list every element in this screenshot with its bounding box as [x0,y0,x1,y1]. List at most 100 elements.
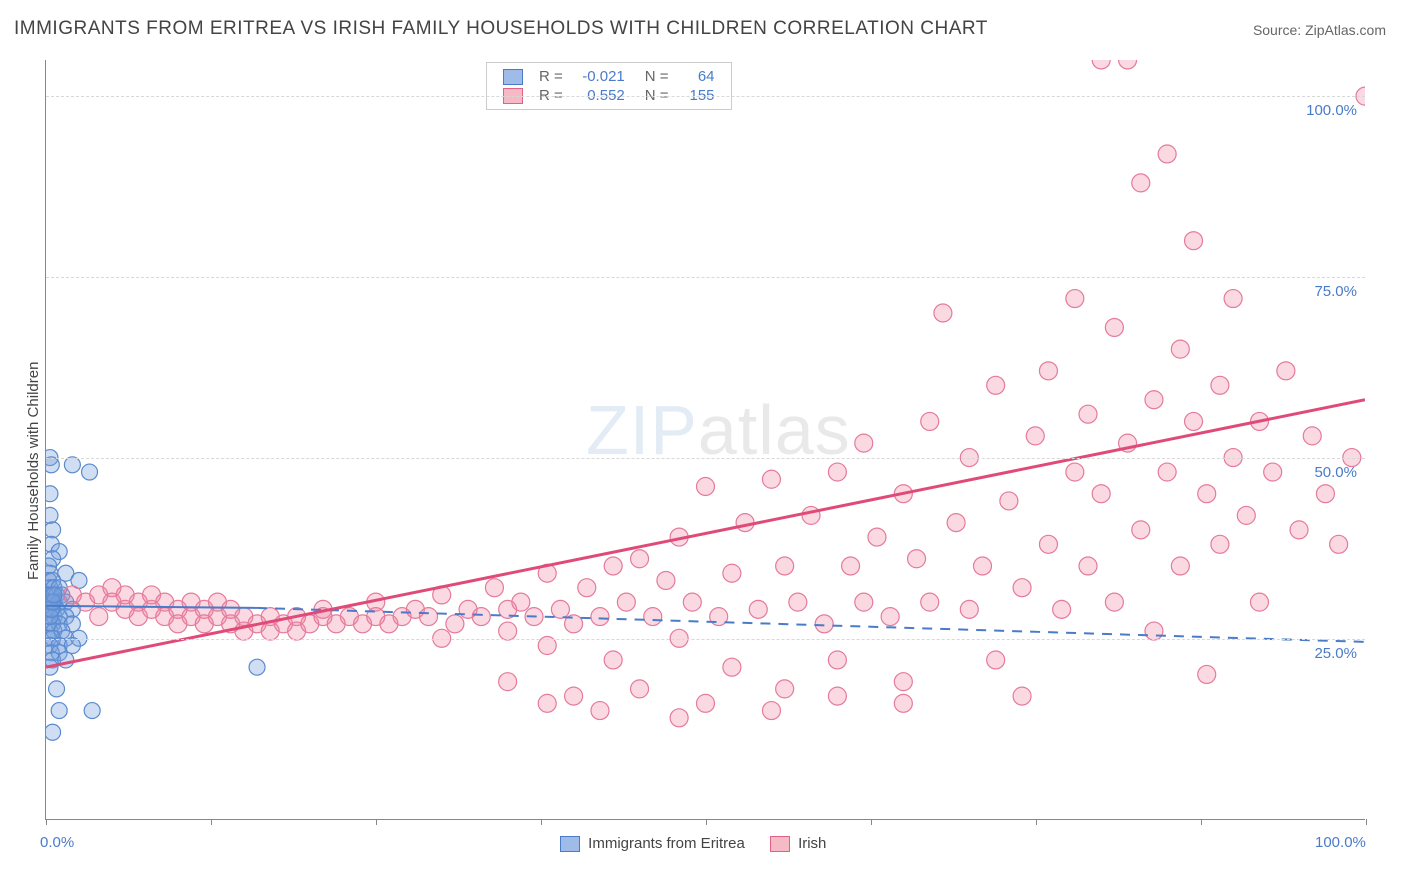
data-point-irish [1198,485,1216,503]
x-tick [1036,819,1037,825]
data-point-irish [762,470,780,488]
data-point-irish [1158,463,1176,481]
data-point-irish [551,600,569,618]
legend-label-irish: Irish [798,835,826,852]
data-point-irish [670,709,688,727]
plot-svg [46,60,1365,819]
data-point-irish [1066,290,1084,308]
data-point-irish [1185,232,1203,250]
swatch-eritrea-bottom [560,836,580,852]
data-point-irish [1185,412,1203,430]
data-point-irish [1211,376,1229,394]
data-point-irish [802,506,820,524]
data-point-irish [420,608,438,626]
data-point-irish [1105,593,1123,611]
data-point-irish [644,608,662,626]
data-point-irish [723,658,741,676]
data-point-irish [1171,340,1189,358]
plot-area: ZIPatlas R = -0.021 N = 64 R = 0.552 N =… [45,60,1365,820]
correlation-legend: R = -0.021 N = 64 R = 0.552 N = 155 [486,62,732,110]
x-tick [1201,819,1202,825]
data-point-irish [842,557,860,575]
series-legend: Immigrants from Eritrea Irish [560,835,826,852]
data-point-irish [1092,60,1110,69]
data-point-irish [578,579,596,597]
data-point-irish [921,412,939,430]
data-point-irish [485,579,503,597]
data-point-irish [1013,579,1031,597]
data-point-irish [1066,463,1084,481]
data-point-eritrea [46,457,59,473]
data-point-irish [604,651,622,669]
grid-line [46,639,1365,640]
data-point-irish [538,694,556,712]
x-tick-label: 0.0% [40,834,74,851]
y-tick-label: 50.0% [1314,464,1357,481]
data-point-irish [1224,290,1242,308]
data-point-irish [1132,174,1150,192]
data-point-irish [1039,535,1057,553]
data-point-irish [512,593,530,611]
y-axis-label: Family Households with Children [25,362,42,580]
swatch-irish-bottom [770,836,790,852]
data-point-eritrea [249,659,265,675]
data-point-irish [987,376,1005,394]
y-tick-label: 75.0% [1314,283,1357,300]
data-point-eritrea [82,464,98,480]
source-attribution: Source: ZipAtlas.com [1253,22,1386,38]
data-point-irish [1211,535,1229,553]
data-point-irish [1145,622,1163,640]
data-point-irish [1119,60,1137,69]
legend-row-eritrea: R = -0.021 N = 64 [497,67,721,86]
data-point-irish [631,680,649,698]
data-point-irish [591,702,609,720]
x-tick [541,819,542,825]
data-point-irish [1264,463,1282,481]
data-point-irish [947,514,965,532]
data-point-irish [1198,665,1216,683]
x-tick [211,819,212,825]
data-point-irish [776,680,794,698]
y-tick-label: 25.0% [1314,645,1357,662]
data-point-eritrea [64,457,80,473]
data-point-irish [1250,593,1268,611]
data-point-irish [697,694,715,712]
data-point-irish [894,673,912,691]
data-point-irish [472,608,490,626]
data-point-irish [828,651,846,669]
swatch-eritrea [503,69,523,85]
data-point-irish [1000,492,1018,510]
n-label: N = [631,67,675,86]
data-point-irish [736,514,754,532]
data-point-irish [1079,557,1097,575]
data-point-irish [1316,485,1334,503]
x-tick [706,819,707,825]
data-point-irish [960,600,978,618]
data-point-irish [1132,521,1150,539]
grid-line [46,96,1365,97]
data-point-irish [973,557,991,575]
r-value-eritrea: -0.021 [569,67,631,86]
data-point-irish [446,615,464,633]
x-tick-label: 100.0% [1315,834,1366,851]
x-tick [1366,819,1367,825]
data-point-irish [604,557,622,575]
data-point-irish [1145,391,1163,409]
data-point-eritrea [46,507,58,523]
data-point-irish [723,564,741,582]
r-label: R = [533,67,569,86]
data-point-irish [591,608,609,626]
data-point-irish [1026,427,1044,445]
n-value-eritrea: 64 [675,67,721,86]
chart-title: IMMIGRANTS FROM ERITREA VS IRISH FAMILY … [14,18,988,40]
data-point-irish [697,477,715,495]
data-point-eritrea [84,703,100,719]
data-point-irish [868,528,886,546]
data-point-irish [881,608,899,626]
data-point-irish [749,600,767,618]
data-point-eritrea [46,587,62,603]
data-point-irish [789,593,807,611]
data-point-irish [921,593,939,611]
grid-line [46,277,1365,278]
data-point-irish [1277,362,1295,380]
